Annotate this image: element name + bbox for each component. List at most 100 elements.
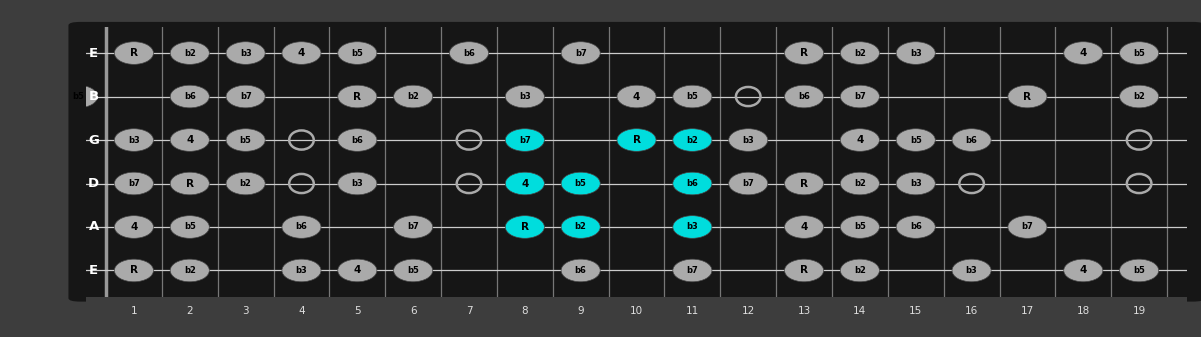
Text: b7: b7 xyxy=(575,49,586,58)
Ellipse shape xyxy=(59,85,97,108)
Text: 6: 6 xyxy=(410,306,417,316)
Ellipse shape xyxy=(1119,85,1159,108)
Text: b6: b6 xyxy=(687,179,698,188)
Text: 15: 15 xyxy=(909,306,922,316)
Ellipse shape xyxy=(1119,42,1159,64)
Ellipse shape xyxy=(226,129,265,151)
Ellipse shape xyxy=(729,129,767,151)
Text: 4: 4 xyxy=(521,179,528,188)
Text: 9: 9 xyxy=(578,306,584,316)
Ellipse shape xyxy=(673,259,712,282)
Ellipse shape xyxy=(673,216,712,238)
Text: b6: b6 xyxy=(352,135,363,145)
Ellipse shape xyxy=(561,42,600,64)
Text: R: R xyxy=(1023,92,1032,101)
Ellipse shape xyxy=(784,42,824,64)
Ellipse shape xyxy=(506,129,544,151)
Text: b3: b3 xyxy=(295,266,307,275)
Text: b6: b6 xyxy=(575,266,586,275)
Text: b7: b7 xyxy=(240,92,251,101)
Ellipse shape xyxy=(561,172,600,195)
Text: b3: b3 xyxy=(352,179,363,188)
Text: b7: b7 xyxy=(407,222,419,232)
Text: 18: 18 xyxy=(1076,306,1089,316)
Ellipse shape xyxy=(896,216,936,238)
Ellipse shape xyxy=(617,129,656,151)
Text: 4: 4 xyxy=(298,306,305,316)
Text: 4: 4 xyxy=(1080,48,1087,58)
Ellipse shape xyxy=(673,85,712,108)
Text: R: R xyxy=(800,266,808,275)
Text: 13: 13 xyxy=(797,306,811,316)
Text: 7: 7 xyxy=(466,306,472,316)
Ellipse shape xyxy=(282,259,321,282)
Text: 17: 17 xyxy=(1021,306,1034,316)
Text: b2: b2 xyxy=(687,135,698,145)
Ellipse shape xyxy=(337,42,377,64)
Text: 10: 10 xyxy=(631,306,643,316)
Text: E: E xyxy=(89,47,98,60)
Text: b2: b2 xyxy=(407,92,419,101)
Text: R: R xyxy=(800,179,808,188)
Text: b5: b5 xyxy=(854,222,866,232)
Text: 8: 8 xyxy=(521,306,528,316)
Ellipse shape xyxy=(784,172,824,195)
Text: R: R xyxy=(521,222,528,232)
Text: 4: 4 xyxy=(633,92,640,101)
Text: b2: b2 xyxy=(575,222,586,232)
Ellipse shape xyxy=(784,85,824,108)
Ellipse shape xyxy=(896,172,936,195)
Ellipse shape xyxy=(337,259,377,282)
Text: b5: b5 xyxy=(1134,49,1145,58)
Text: b5: b5 xyxy=(1134,266,1145,275)
Text: b7: b7 xyxy=(742,179,754,188)
Ellipse shape xyxy=(896,129,936,151)
Text: R: R xyxy=(130,266,138,275)
Ellipse shape xyxy=(673,129,712,151)
Ellipse shape xyxy=(561,259,600,282)
Ellipse shape xyxy=(841,42,879,64)
Text: R: R xyxy=(353,92,362,101)
Ellipse shape xyxy=(841,259,879,282)
Ellipse shape xyxy=(226,42,265,64)
Ellipse shape xyxy=(1064,259,1103,282)
Text: R: R xyxy=(130,48,138,58)
Text: b3: b3 xyxy=(742,135,754,145)
Ellipse shape xyxy=(394,85,432,108)
Ellipse shape xyxy=(841,129,879,151)
Text: b3: b3 xyxy=(910,179,921,188)
Text: b5: b5 xyxy=(184,222,196,232)
Ellipse shape xyxy=(952,259,991,282)
Ellipse shape xyxy=(114,172,154,195)
Text: b7: b7 xyxy=(854,92,866,101)
Text: 14: 14 xyxy=(853,306,867,316)
Ellipse shape xyxy=(841,172,879,195)
Text: b3: b3 xyxy=(687,222,698,232)
Ellipse shape xyxy=(784,259,824,282)
Ellipse shape xyxy=(171,259,209,282)
Ellipse shape xyxy=(171,172,209,195)
Text: D: D xyxy=(88,177,100,190)
Ellipse shape xyxy=(171,129,209,151)
Text: A: A xyxy=(89,220,98,234)
Text: 4: 4 xyxy=(1080,266,1087,275)
Ellipse shape xyxy=(506,85,544,108)
Ellipse shape xyxy=(561,216,600,238)
Text: b2: b2 xyxy=(184,49,196,58)
Ellipse shape xyxy=(449,42,489,64)
Ellipse shape xyxy=(171,216,209,238)
Ellipse shape xyxy=(114,259,154,282)
Text: b5: b5 xyxy=(72,92,84,101)
Text: 2: 2 xyxy=(186,306,193,316)
Ellipse shape xyxy=(282,42,321,64)
Text: 1: 1 xyxy=(131,306,137,316)
Text: b2: b2 xyxy=(854,266,866,275)
Text: B: B xyxy=(89,90,98,103)
Ellipse shape xyxy=(394,259,432,282)
Text: R: R xyxy=(800,48,808,58)
Text: 19: 19 xyxy=(1133,306,1146,316)
Text: b7: b7 xyxy=(519,135,531,145)
Ellipse shape xyxy=(114,216,154,238)
Text: b2: b2 xyxy=(854,179,866,188)
Ellipse shape xyxy=(729,172,767,195)
